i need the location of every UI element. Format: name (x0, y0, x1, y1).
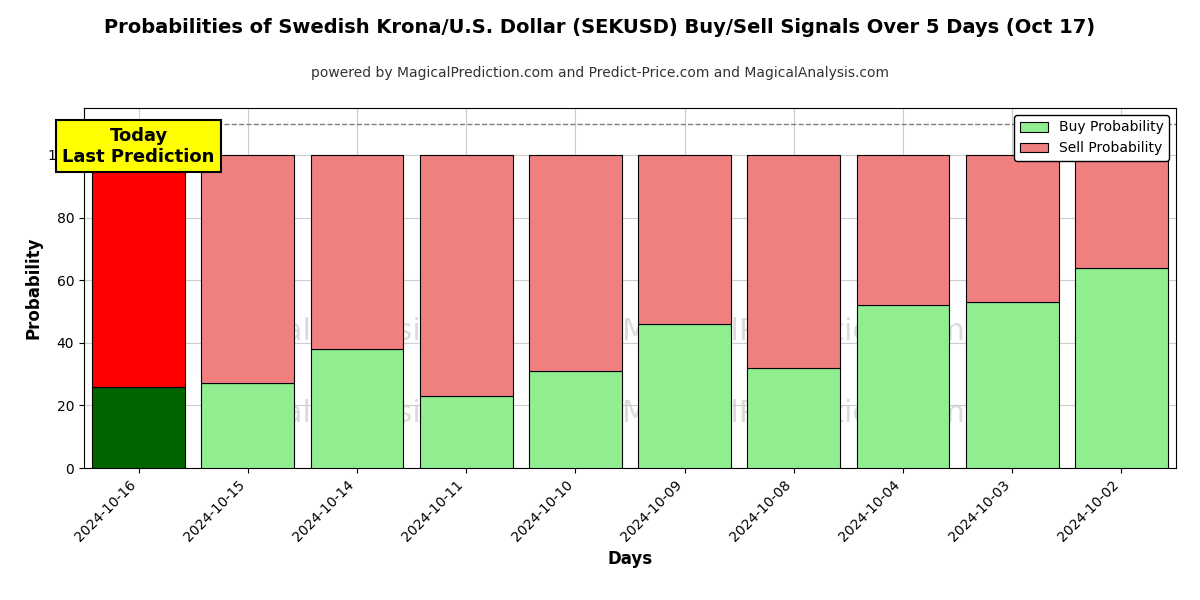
Bar (311, 349, 403, 468)
Bar (966, 302, 1058, 468)
Bar (92, 386, 185, 468)
Bar (748, 368, 840, 468)
Bar (92, 155, 185, 386)
Legend: Buy Probability, Sell Probability: Buy Probability, Sell Probability (1014, 115, 1169, 161)
Bar (1075, 268, 1168, 468)
Text: calAnalysis.com: calAnalysis.com (268, 400, 512, 428)
X-axis label: Days: Days (607, 550, 653, 568)
Bar (420, 155, 512, 396)
Bar (202, 155, 294, 383)
Bar (529, 155, 622, 371)
Bar (748, 155, 840, 368)
Text: calAnalysis.com: calAnalysis.com (268, 317, 512, 346)
Bar (638, 324, 731, 468)
Y-axis label: Probability: Probability (24, 237, 42, 339)
Bar (529, 371, 622, 468)
Bar (311, 155, 403, 349)
Bar (1075, 155, 1168, 268)
Bar (857, 305, 949, 468)
Text: Probabilities of Swedish Krona/U.S. Dollar (SEKUSD) Buy/Sell Signals Over 5 Days: Probabilities of Swedish Krona/U.S. Doll… (104, 18, 1096, 37)
Bar (202, 383, 294, 468)
Bar (857, 155, 949, 305)
Text: MagicalPrediction.com: MagicalPrediction.com (623, 400, 965, 428)
Bar (420, 396, 512, 468)
Bar (966, 155, 1058, 302)
Text: powered by MagicalPrediction.com and Predict-Price.com and MagicalAnalysis.com: powered by MagicalPrediction.com and Pre… (311, 66, 889, 80)
Bar (638, 155, 731, 324)
Text: MagicalPrediction.com: MagicalPrediction.com (623, 317, 965, 346)
Text: Today
Last Prediction: Today Last Prediction (62, 127, 215, 166)
